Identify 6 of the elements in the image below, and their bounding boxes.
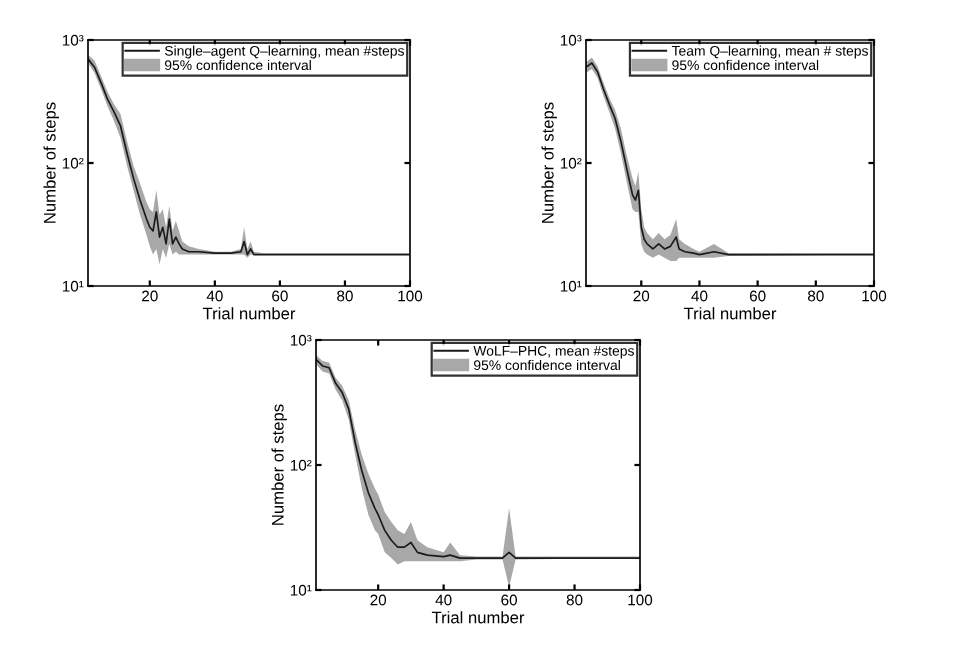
y-axis-title: Number of steps (43, 102, 59, 223)
x-axis-title: Trial number (683, 307, 777, 320)
x-axis-title: Trial number (431, 611, 525, 624)
x-axis-title: Trial number (202, 307, 296, 320)
y-axis-title: Number of steps (271, 404, 287, 525)
y-axis-title: Number of steps (541, 102, 557, 223)
